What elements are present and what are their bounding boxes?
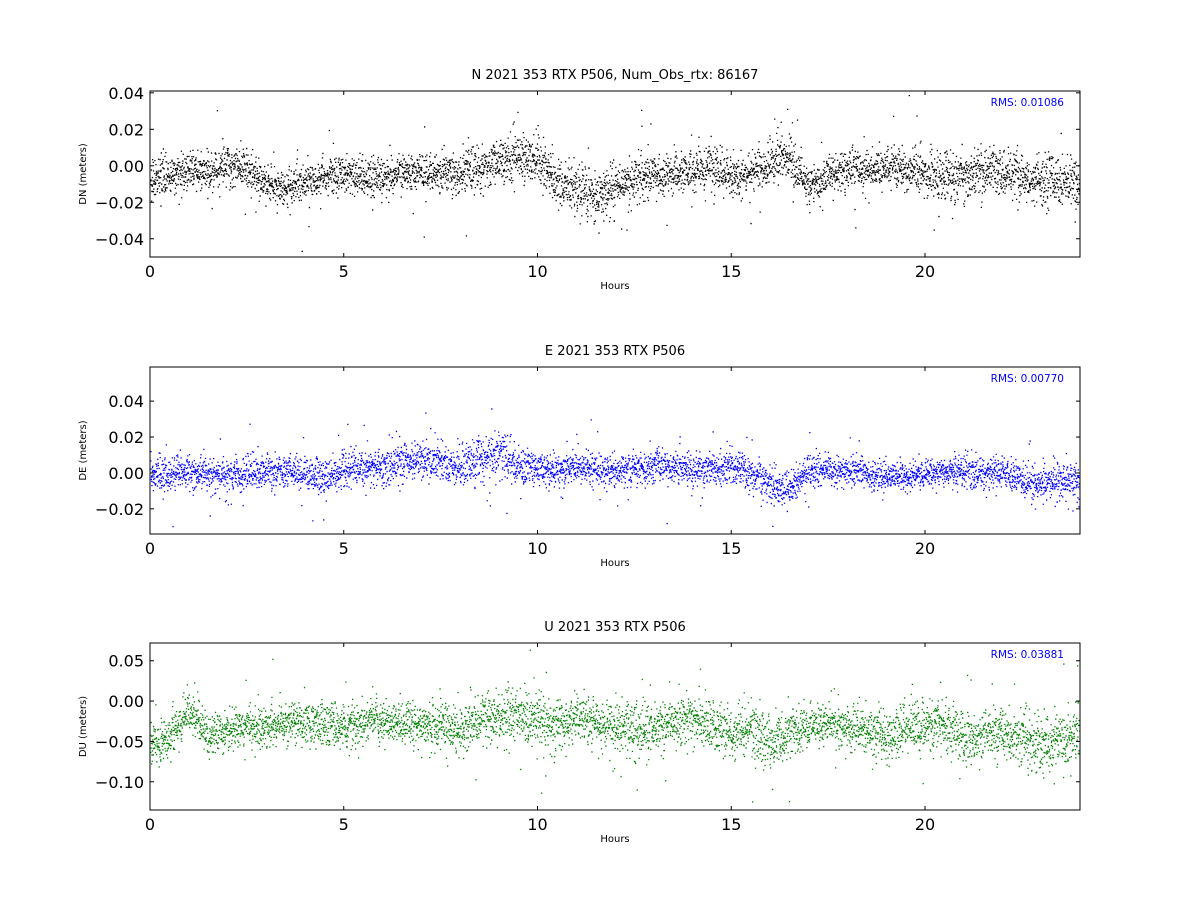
north-y-tick-label: 0.00: [108, 157, 144, 176]
north-rms-annotation: RMS: 0.01086: [991, 97, 1065, 109]
east-x-axis-label: Hours: [600, 558, 629, 569]
up-x-tick-label: 20: [915, 815, 935, 834]
north-x-tick-label: 0: [145, 262, 155, 281]
north-x-axis-label: Hours: [600, 281, 629, 292]
up-x-tick-label: 15: [721, 815, 741, 834]
east-y-tick-label: 0.02: [108, 428, 144, 447]
east-x-tick-label: 20: [915, 539, 935, 558]
east-y-tick-label: 0.04: [108, 392, 144, 411]
north-y-axis-label: DN (meters): [78, 143, 89, 205]
up-data-points: [150, 649, 1080, 803]
north-y-tick-label: −0.04: [95, 230, 144, 249]
up-y-tick-label: −0.10: [95, 773, 144, 792]
east-title: E 2021 353 RTX P506: [545, 344, 685, 359]
east-x-tick-label: 5: [339, 539, 349, 558]
east-rms-annotation: RMS: 0.00770: [991, 373, 1064, 385]
north-y-tick-label: −0.02: [95, 193, 144, 212]
east-scatter-points: [150, 408, 1080, 528]
up-rms-annotation: RMS: 0.03881: [991, 649, 1064, 661]
up-scatter-points: [150, 649, 1080, 803]
up-plot-frame: [149, 642, 1081, 811]
east-data-points: [150, 408, 1080, 528]
east-y-axis-label: DE (meters): [78, 420, 89, 480]
north-panel: 0 5 10 15 20 −0.04 −0.02 0.00 0.02 0.04 N 2021 353…: [78, 68, 1081, 292]
east-panel: 0 5 10 15 20 −0.02 0.00 0.02 0.04 E 2021 353 RTX …: [78, 344, 1081, 569]
up-x-tick-label: 10: [527, 815, 547, 834]
up-x-tick-label: 0: [145, 815, 155, 834]
east-x-tick-label: 15: [721, 539, 741, 558]
up-y-tick-label: 0.05: [108, 652, 144, 671]
north-x-tick-label: 10: [527, 262, 547, 281]
up-panel: 0 5 10 15 20 −0.10 −0.05 0.00 0.05 U 2021 353 RTX…: [78, 620, 1081, 845]
up-y-axis-label: DU (meters): [78, 696, 89, 757]
up-y-tick-label: −0.05: [95, 732, 144, 751]
east-y-tick-label: 0.00: [108, 464, 144, 483]
up-y-tick-label: 0.00: [108, 692, 144, 711]
up-x-tick-label: 5: [339, 815, 349, 834]
up-x-axis-label: Hours: [600, 834, 629, 845]
up-title: U 2021 353 RTX P506: [544, 620, 686, 635]
east-x-tick-label: 0: [145, 539, 155, 558]
east-y-tick-label: −0.02: [95, 500, 144, 519]
north-plot-frame: [149, 90, 1081, 258]
north-y-tick-label: 0.04: [108, 84, 144, 103]
north-x-tick-label: 20: [915, 262, 935, 281]
north-x-tick-label: 15: [721, 262, 741, 281]
east-plot-frame: [149, 366, 1081, 535]
north-title: N 2021 353 RTX P506, Num_Obs_rtx: 86167: [472, 68, 759, 83]
north-y-tick-label: 0.02: [108, 120, 144, 139]
east-x-tick-label: 10: [527, 539, 547, 558]
north-x-tick-label: 5: [339, 262, 349, 281]
